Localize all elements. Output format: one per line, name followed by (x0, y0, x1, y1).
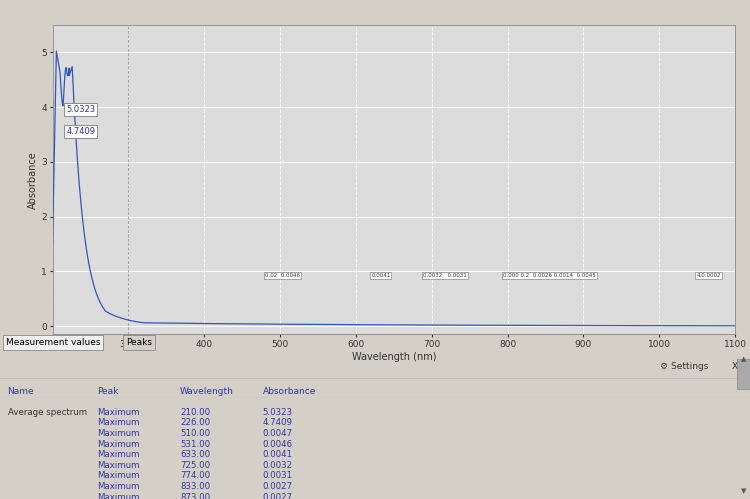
Text: 4.0.0002: 4.0.0002 (696, 273, 721, 278)
Text: Maximum: Maximum (98, 493, 140, 499)
Text: 0.0032: 0.0032 (262, 461, 292, 470)
Text: Maximum: Maximum (98, 482, 140, 491)
Text: 0.0041: 0.0041 (371, 273, 391, 278)
Text: Measurement values: Measurement values (6, 338, 100, 347)
Text: 833.00: 833.00 (180, 482, 210, 491)
X-axis label: Wavelength (nm): Wavelength (nm) (352, 352, 436, 362)
Text: Wavelength: Wavelength (180, 387, 234, 396)
Text: 0.0046: 0.0046 (262, 440, 292, 449)
Text: X: X (731, 362, 737, 371)
Text: Average spectrum: Average spectrum (8, 408, 86, 417)
Text: 0.0027: 0.0027 (262, 493, 292, 499)
Y-axis label: Absorbance: Absorbance (28, 151, 38, 209)
Text: Name: Name (8, 387, 34, 396)
Text: Maximum: Maximum (98, 429, 140, 438)
Bar (736, 359, 750, 389)
Text: ⚙ Settings: ⚙ Settings (660, 362, 708, 371)
Text: ▲: ▲ (740, 356, 746, 362)
Text: 0.0027: 0.0027 (262, 482, 292, 491)
Text: Maximum: Maximum (98, 440, 140, 449)
Text: 210.00: 210.00 (180, 408, 210, 417)
Text: 4.7409: 4.7409 (262, 418, 292, 427)
Text: 725.00: 725.00 (180, 461, 210, 470)
Text: ▼: ▼ (740, 489, 746, 495)
Text: Absorbance: Absorbance (262, 387, 316, 396)
Text: Maximum: Maximum (98, 450, 140, 459)
Text: 0.02  0.0046: 0.02 0.0046 (265, 273, 300, 278)
Text: Maximum: Maximum (98, 461, 140, 470)
Text: 510.00: 510.00 (180, 429, 210, 438)
Text: 5.0323: 5.0323 (66, 105, 95, 114)
Text: 0.0032   0.0031: 0.0032 0.0031 (424, 273, 467, 278)
Text: 0.0047: 0.0047 (262, 429, 292, 438)
Text: Peaks: Peaks (126, 338, 152, 347)
Text: Peak: Peak (98, 387, 118, 396)
Text: Maximum: Maximum (98, 472, 140, 481)
Text: 0.0031: 0.0031 (262, 472, 292, 481)
Text: 226.00: 226.00 (180, 418, 210, 427)
Text: 774.00: 774.00 (180, 472, 210, 481)
Text: 4.7409: 4.7409 (66, 127, 95, 136)
Text: 873.00: 873.00 (180, 493, 210, 499)
Text: 0.000 0.2  0.0026 0.0014  0.0045: 0.000 0.2 0.0026 0.0014 0.0045 (503, 273, 596, 278)
Text: 633.00: 633.00 (180, 450, 210, 459)
Text: 531.00: 531.00 (180, 440, 210, 449)
Text: 0.0041: 0.0041 (262, 450, 292, 459)
Text: Maximum: Maximum (98, 418, 140, 427)
Text: 5.0323: 5.0323 (262, 408, 292, 417)
Text: Maximum: Maximum (98, 408, 140, 417)
